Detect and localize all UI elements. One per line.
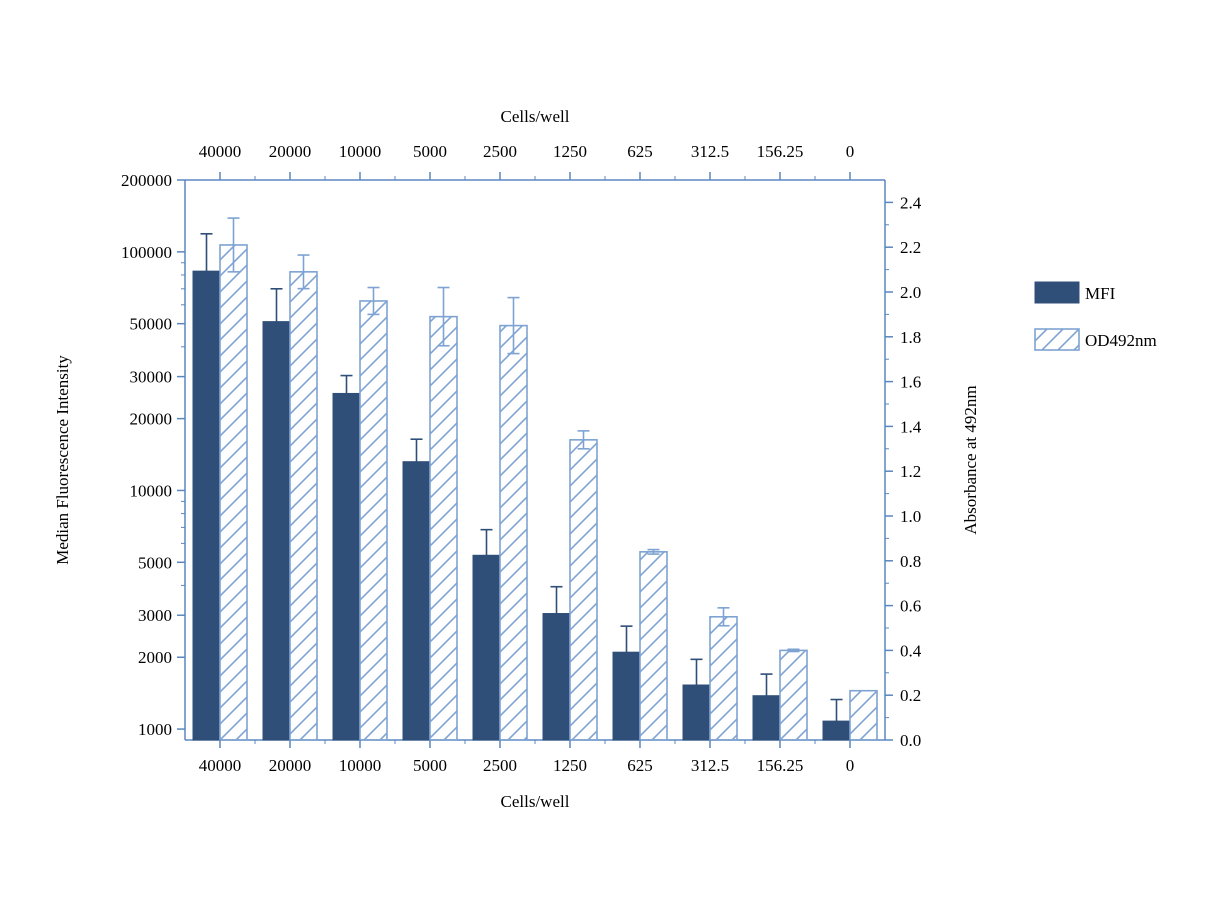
y-axis-title-left: Median Fluorescence Intensity <box>53 355 72 565</box>
bar-od492nm[interactable] <box>779 649 808 741</box>
y-left-tick-label: 50000 <box>130 315 173 334</box>
x-tick-label-bottom: 625 <box>627 756 653 775</box>
x-tick-label-top: 312.5 <box>691 142 729 161</box>
x-tick-label-top: 625 <box>627 142 653 161</box>
bar-od492nm[interactable] <box>639 551 668 741</box>
bar-od492nm[interactable] <box>499 324 528 741</box>
x-axis-title-top: Cells/well <box>501 107 570 126</box>
bar-mfi[interactable] <box>822 720 851 741</box>
bar-mfi[interactable] <box>612 651 641 741</box>
legend-label-od492nm: OD492nm <box>1085 331 1157 350</box>
y-left-tick-label: 10000 <box>130 481 173 500</box>
x-axis-title-bottom: Cells/well <box>501 792 570 811</box>
y-right-tick-label: 0.0 <box>900 731 921 750</box>
y-left-tick-label: 1000 <box>138 720 172 739</box>
x-tick-label-bottom: 40000 <box>199 756 242 775</box>
bar-mfi[interactable] <box>752 695 781 741</box>
y-right-tick-label: 1.8 <box>900 328 921 347</box>
x-tick-label-top: 0 <box>846 142 855 161</box>
bar-mfi[interactable] <box>472 554 501 741</box>
bar-mfi[interactable] <box>192 270 221 741</box>
bar-mfi[interactable] <box>682 684 711 741</box>
y-left-tick-label: 3000 <box>138 606 172 625</box>
legend-label-mfi: MFI <box>1085 284 1116 303</box>
x-tick-label-bottom: 312.5 <box>691 756 729 775</box>
y-axis-title-right: Absorbance at 492nm <box>961 385 980 534</box>
legend-swatch-mfi <box>1034 281 1080 304</box>
x-tick-label-top: 5000 <box>413 142 447 161</box>
bar-mfi[interactable] <box>542 613 571 741</box>
bar-od492nm[interactable] <box>569 439 598 741</box>
y-left-tick-label: 200000 <box>121 171 172 190</box>
y-right-tick-label: 2.2 <box>900 238 921 257</box>
x-tick-label-top: 156.25 <box>757 142 804 161</box>
y-left-tick-label: 30000 <box>130 368 173 387</box>
x-tick-label-bottom: 0 <box>846 756 855 775</box>
y-right-tick-label: 1.2 <box>900 462 921 481</box>
y-left-tick-label: 20000 <box>130 410 173 429</box>
x-tick-label-top: 1250 <box>553 142 587 161</box>
x-tick-label-bottom: 5000 <box>413 756 447 775</box>
x-tick-label-bottom: 20000 <box>269 756 312 775</box>
y-right-tick-label: 0.6 <box>900 597 921 616</box>
y-right-tick-label: 0.8 <box>900 552 921 571</box>
x-tick-label-bottom: 2500 <box>483 756 517 775</box>
y-right-tick-label: 1.4 <box>900 417 922 436</box>
x-tick-label-top: 40000 <box>199 142 242 161</box>
y-right-tick-label: 0.4 <box>900 641 922 660</box>
bar-od492nm[interactable] <box>219 244 248 741</box>
bar-od492nm[interactable] <box>709 615 738 741</box>
bar-od492nm[interactable] <box>359 300 388 741</box>
x-tick-label-top: 20000 <box>269 142 312 161</box>
bar-od492nm[interactable] <box>289 271 318 741</box>
y-right-tick-label: 2.4 <box>900 193 922 212</box>
y-left-tick-label: 2000 <box>138 648 172 667</box>
y-right-tick-label: 1.6 <box>900 373 921 392</box>
bar-od492nm[interactable] <box>849 689 878 741</box>
x-tick-label-bottom: 10000 <box>339 756 382 775</box>
bar-mfi[interactable] <box>332 392 361 741</box>
bar-od492nm[interactable] <box>429 315 458 741</box>
x-tick-label-top: 2500 <box>483 142 517 161</box>
y-right-tick-label: 2.0 <box>900 283 921 302</box>
y-left-tick-label: 5000 <box>138 553 172 572</box>
y-left-tick-label: 100000 <box>121 243 172 262</box>
bar-mfi[interactable] <box>262 321 291 741</box>
x-tick-label-bottom: 156.25 <box>757 756 804 775</box>
y-right-tick-label: 1.0 <box>900 507 921 526</box>
y-right-tick-label: 0.2 <box>900 686 921 705</box>
bar-mfi[interactable] <box>402 461 431 741</box>
x-tick-label-top: 10000 <box>339 142 382 161</box>
legend-swatch-od492nm <box>1034 328 1080 351</box>
x-tick-label-bottom: 1250 <box>553 756 587 775</box>
